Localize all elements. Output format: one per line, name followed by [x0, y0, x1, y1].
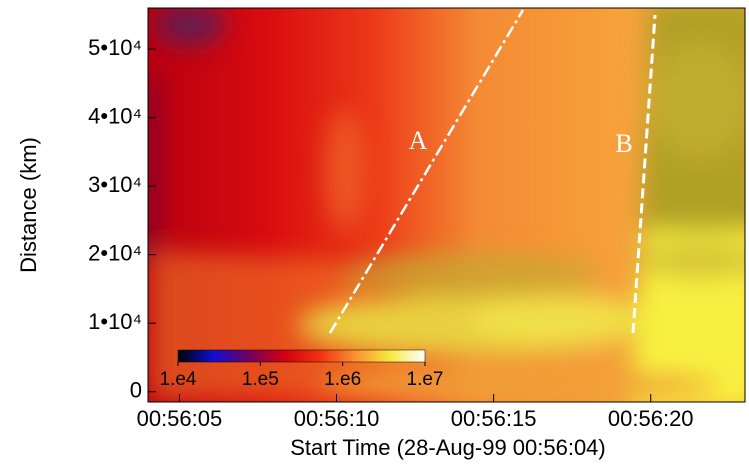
x-tick-label: 00:56:05: [137, 406, 223, 431]
annotation: A: [409, 126, 428, 155]
y-tick-label: 4•10⁴: [88, 103, 142, 128]
annotation: B: [615, 129, 632, 158]
colorbar: [177, 349, 426, 363]
colorbar-tick-label: 1.e7: [407, 369, 444, 390]
heatmap-image: [148, 8, 745, 402]
colorbar-tick-label: 1.e6: [324, 369, 361, 390]
plot-frame: [147, 7, 746, 403]
x-axis-label: Start Time (28-Aug-99 00:56:04): [290, 435, 606, 460]
colorbar-tick-label: 1.e4: [160, 369, 197, 390]
line-b: [631, 14, 657, 334]
line-a: [328, 9, 525, 334]
colorbar-tick-label: 1.e5: [242, 369, 279, 390]
y-tick-label: 5•10⁴: [88, 35, 142, 60]
y-tick-label: 2•10⁴: [88, 240, 142, 265]
y-tick-label: 3•10⁴: [88, 172, 142, 197]
x-tick-label: 00:56:10: [294, 406, 380, 431]
y-tick-label: 1•10⁴: [88, 309, 142, 334]
y-axis-label: Distance (km): [16, 137, 41, 273]
y-tick-label: 0: [130, 378, 142, 403]
x-tick-label: 00:56:20: [608, 406, 694, 431]
x-tick-label: 00:56:15: [451, 406, 537, 431]
